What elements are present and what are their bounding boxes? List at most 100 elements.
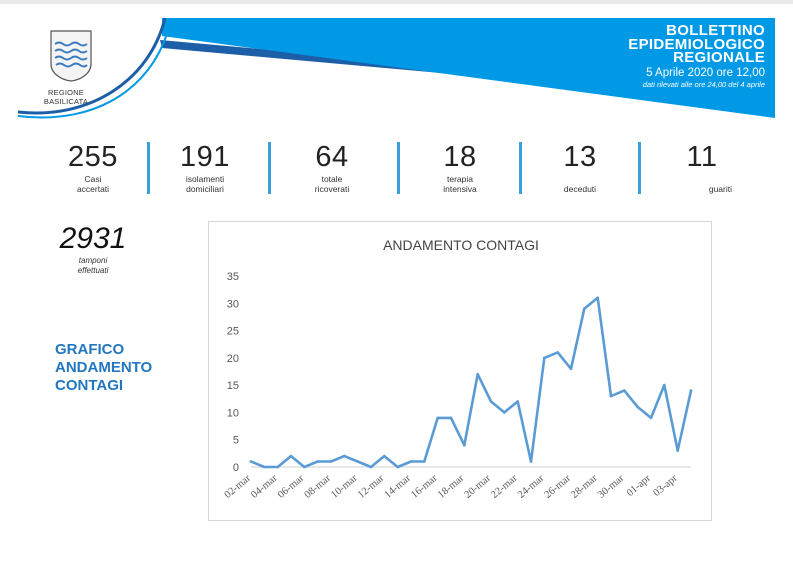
x-tick-label: 12-mar <box>356 473 387 501</box>
stat-casi-accertati: 255 Casi accertati <box>55 140 131 194</box>
chart-section-title-line3: CONTAGI <box>55 377 124 394</box>
data-point <box>476 372 480 376</box>
x-tick-label: 24-mar <box>516 473 547 501</box>
data-point <box>623 389 626 392</box>
data-point <box>516 400 519 403</box>
bulletin-title-line2: EPIDEMIOLOGICO <box>628 35 765 53</box>
y-tick-label: 10 <box>227 407 239 419</box>
data-point <box>503 411 506 414</box>
bulletin-header: BOLLETTINO EPIDEMIOLOGICO REGIONALE 5 Ap… <box>628 22 765 90</box>
data-point <box>489 400 493 403</box>
y-tick-label: 25 <box>227 326 239 338</box>
chart-section-title-line1: GRAFICO <box>55 341 125 358</box>
data-point <box>343 454 346 458</box>
tamponi-label: effettuati <box>77 265 109 275</box>
header-banner <box>0 0 793 119</box>
data-point <box>543 356 546 360</box>
data-point <box>263 465 266 469</box>
stat-value: 64 <box>315 141 349 173</box>
x-tick-label: 10-mar <box>329 473 360 501</box>
data-point <box>689 389 693 392</box>
data-point <box>449 416 453 420</box>
stat-label: Casi <box>84 174 102 184</box>
bulletin-title-line1: BOLLETTINO <box>666 22 765 39</box>
stat-separator <box>147 142 150 194</box>
data-point <box>463 443 466 447</box>
stat-label: guariti <box>708 184 732 194</box>
data-point <box>303 465 306 469</box>
data-point <box>316 460 319 463</box>
data-point <box>276 465 279 469</box>
stat-label: isolamenti <box>185 174 225 184</box>
x-tick-label: 18-mar <box>436 473 467 501</box>
data-point <box>609 394 613 398</box>
stat-deceduti: 13 deceduti <box>542 140 618 194</box>
y-tick-label: 0 <box>233 462 239 474</box>
region-crest-logo <box>50 30 92 82</box>
stat-isolamenti-domiciliari: 191 isolamenti domiciliari <box>166 140 244 194</box>
stat-value: 13 <box>563 141 597 173</box>
chart-section-title: GRAFICO ANDAMENTO CONTAGI <box>55 341 152 395</box>
stat-value: 18 <box>443 141 477 173</box>
x-tick-label: 01-apr <box>625 473 653 499</box>
x-tick-label: 08-mar <box>303 473 334 501</box>
data-point <box>663 383 666 387</box>
line-chart: ANDAMENTO CONTAGI 0 5 10 15 20 25 30 35 02-mar04… <box>223 237 693 501</box>
stat-label: deceduti <box>563 184 597 194</box>
stat-label: totale <box>321 174 343 184</box>
tamponi-value: 2931 <box>59 222 127 255</box>
data-point <box>369 465 373 469</box>
chart-container: ANDAMENTO CONTAGI 0 5 10 15 20 25 30 35 02-mar 04… <box>208 221 712 521</box>
stat-label: ricoverati <box>314 184 350 194</box>
data-point <box>596 296 599 300</box>
x-tick-label: 26-mar <box>543 473 574 501</box>
y-tick-label: 5 <box>233 435 239 447</box>
x-tick-label: 16-mar <box>409 473 440 501</box>
stat-label: intensiva <box>443 184 477 194</box>
data-point <box>569 367 573 371</box>
x-tick-label: 22-mar <box>489 473 520 501</box>
region-label-line1: REGIONE <box>48 88 84 97</box>
data-point <box>329 460 333 463</box>
x-tick-label: 06-mar <box>276 473 307 501</box>
stat-value: 191 <box>180 141 230 173</box>
data-point <box>249 460 253 463</box>
data-point <box>396 465 399 469</box>
data-point <box>649 416 653 420</box>
stat-label: accertati <box>76 184 110 194</box>
x-tick-label: 14-mar <box>383 473 414 501</box>
data-point <box>383 454 386 458</box>
y-tick-label: 15 <box>227 380 239 392</box>
stat-value: 255 <box>68 141 118 173</box>
region-label-line2: BASILICATA <box>43 97 89 106</box>
data-point <box>556 351 559 354</box>
data-point <box>436 416 439 420</box>
x-tick-label: 02-mar <box>223 473 254 501</box>
data-point <box>529 460 533 463</box>
data-point <box>423 460 426 463</box>
tamponi-label: tamponi <box>78 256 108 265</box>
stat-separator <box>519 142 522 194</box>
x-tick-label: 28-mar <box>569 473 600 501</box>
bulletin-title-line3: REGIONALE <box>673 49 765 66</box>
stat-terapia-intensiva: 18 terapia intensiva <box>422 140 498 194</box>
bulletin-note: dati rilevati alle ore 24,00 del 4 april… <box>642 79 765 89</box>
x-tick-label: 20-mar <box>463 473 494 501</box>
stat-value: 11 <box>686 141 718 173</box>
series-line <box>249 296 693 469</box>
data-point <box>676 449 679 452</box>
chart-section-title-line2: ANDAMENTO <box>55 359 153 376</box>
data-point <box>636 405 639 409</box>
bulletin-date: 5 Aprile 2020 ore 12,00 <box>646 66 765 79</box>
stat-separator <box>638 142 641 194</box>
x-tick-label: 03-apr <box>652 473 680 499</box>
data-point <box>356 460 359 463</box>
stat-label: terapia <box>447 174 473 184</box>
y-tick-label: 35 <box>227 271 239 283</box>
data-point <box>409 460 413 463</box>
stat-separator <box>268 142 271 194</box>
x-tick-label: 30-mar <box>596 473 627 501</box>
data-point <box>583 307 586 310</box>
y-tick-label: 20 <box>227 353 239 365</box>
stat-tamponi-effettuati: 2931 tamponi effettuati <box>48 222 138 275</box>
